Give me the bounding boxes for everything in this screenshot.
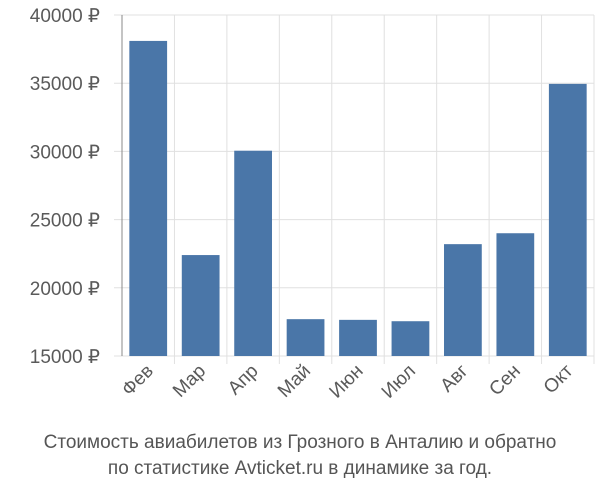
x-tick-label: Июн (326, 361, 368, 403)
bar-chart: 15000 ₽ 20000 ₽ 25000 ₽ 30000 ₽ 35000 ₽ 40000… (30, 6, 595, 403)
y-tick-label: 20000 ₽ (30, 279, 100, 300)
bar-8 (548, 83, 587, 356)
grid-lines (114, 14, 595, 364)
x-axis-ticks: Фев Мар Апр Май Июн Июл Авг Сен Окт (118, 360, 577, 402)
y-tick-label: 25000 ₽ (30, 211, 100, 232)
y-tick-label: 40000 ₽ (30, 6, 100, 27)
x-tick-label: Мар (169, 361, 210, 402)
bar-5 (391, 321, 430, 356)
x-tick-label: Май (274, 361, 315, 402)
y-tick-label: 35000 ₽ (30, 74, 100, 95)
chart-caption-line-1: Стоимость авиабилетов из Грозного в Анта… (43, 432, 557, 453)
bars (129, 40, 587, 356)
bar-0 (129, 40, 168, 356)
y-axis-ticks: 15000 ₽ 20000 ₽ 25000 ₽ 30000 ₽ 35000 ₽ 40000… (30, 6, 100, 368)
bar-3 (286, 319, 325, 356)
x-tick-label: Апр (224, 361, 263, 400)
x-tick-label: Фев (118, 361, 158, 401)
chart-caption-line-2: по статистике Avticket.ru в динамике за … (107, 458, 493, 479)
x-tick-label: Окт (540, 360, 578, 398)
bar-7 (496, 233, 535, 356)
x-tick-label: Сен (485, 361, 524, 400)
y-tick-label: 15000 ₽ (30, 347, 100, 368)
bar-4 (339, 319, 377, 356)
x-tick-label: Авг (437, 361, 473, 397)
bar-6 (444, 244, 482, 356)
bar-1 (181, 255, 220, 356)
bar-2 (234, 150, 272, 356)
x-tick-label: Июл (378, 361, 420, 403)
y-tick-label: 30000 ₽ (30, 142, 100, 163)
